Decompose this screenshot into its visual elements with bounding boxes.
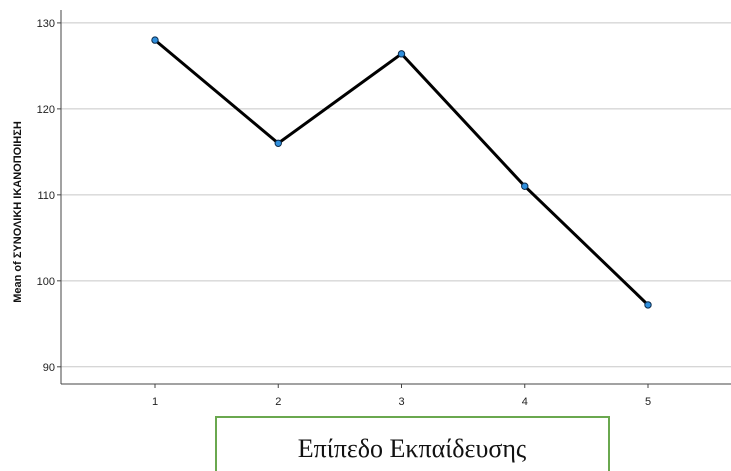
data-point-2 xyxy=(274,139,282,147)
data-point-4 xyxy=(521,182,529,190)
y-axis-label: Mean of ΣΥΝΟΛΙΚΗ ΙΚΑΝΟΠΟΙΗΣΗ xyxy=(12,121,24,303)
y-tick-label: 120 xyxy=(37,104,55,116)
y-tick-label: 90 xyxy=(43,362,55,374)
series-group xyxy=(151,36,652,309)
series-line xyxy=(154,38,650,306)
x-axis-label-box: Επίπεδο Εκπαίδευσης xyxy=(215,416,610,471)
y-tick-label: 110 xyxy=(37,190,55,202)
x-axis-label: Επίπεδο Εκπαίδευσης xyxy=(298,434,527,463)
x-tick-label: 1 xyxy=(152,396,158,408)
data-point-3 xyxy=(397,50,406,58)
x-axis-label-border xyxy=(215,416,610,471)
axes xyxy=(60,10,731,385)
y-tick-labels: 90 100 110 120 130 xyxy=(37,18,61,374)
x-tick-label: 4 xyxy=(522,396,528,408)
x-tick-label: 5 xyxy=(645,396,651,408)
x-tick-label: 3 xyxy=(398,396,404,408)
data-point-5 xyxy=(644,301,652,309)
x-tick-label: 2 xyxy=(275,396,281,408)
x-tick-labels: 1 2 3 4 5 xyxy=(152,384,651,408)
data-point-1 xyxy=(151,36,159,44)
y-tick-label: 130 xyxy=(37,18,55,30)
y-tick-label: 100 xyxy=(37,276,55,288)
gridlines xyxy=(61,22,731,368)
